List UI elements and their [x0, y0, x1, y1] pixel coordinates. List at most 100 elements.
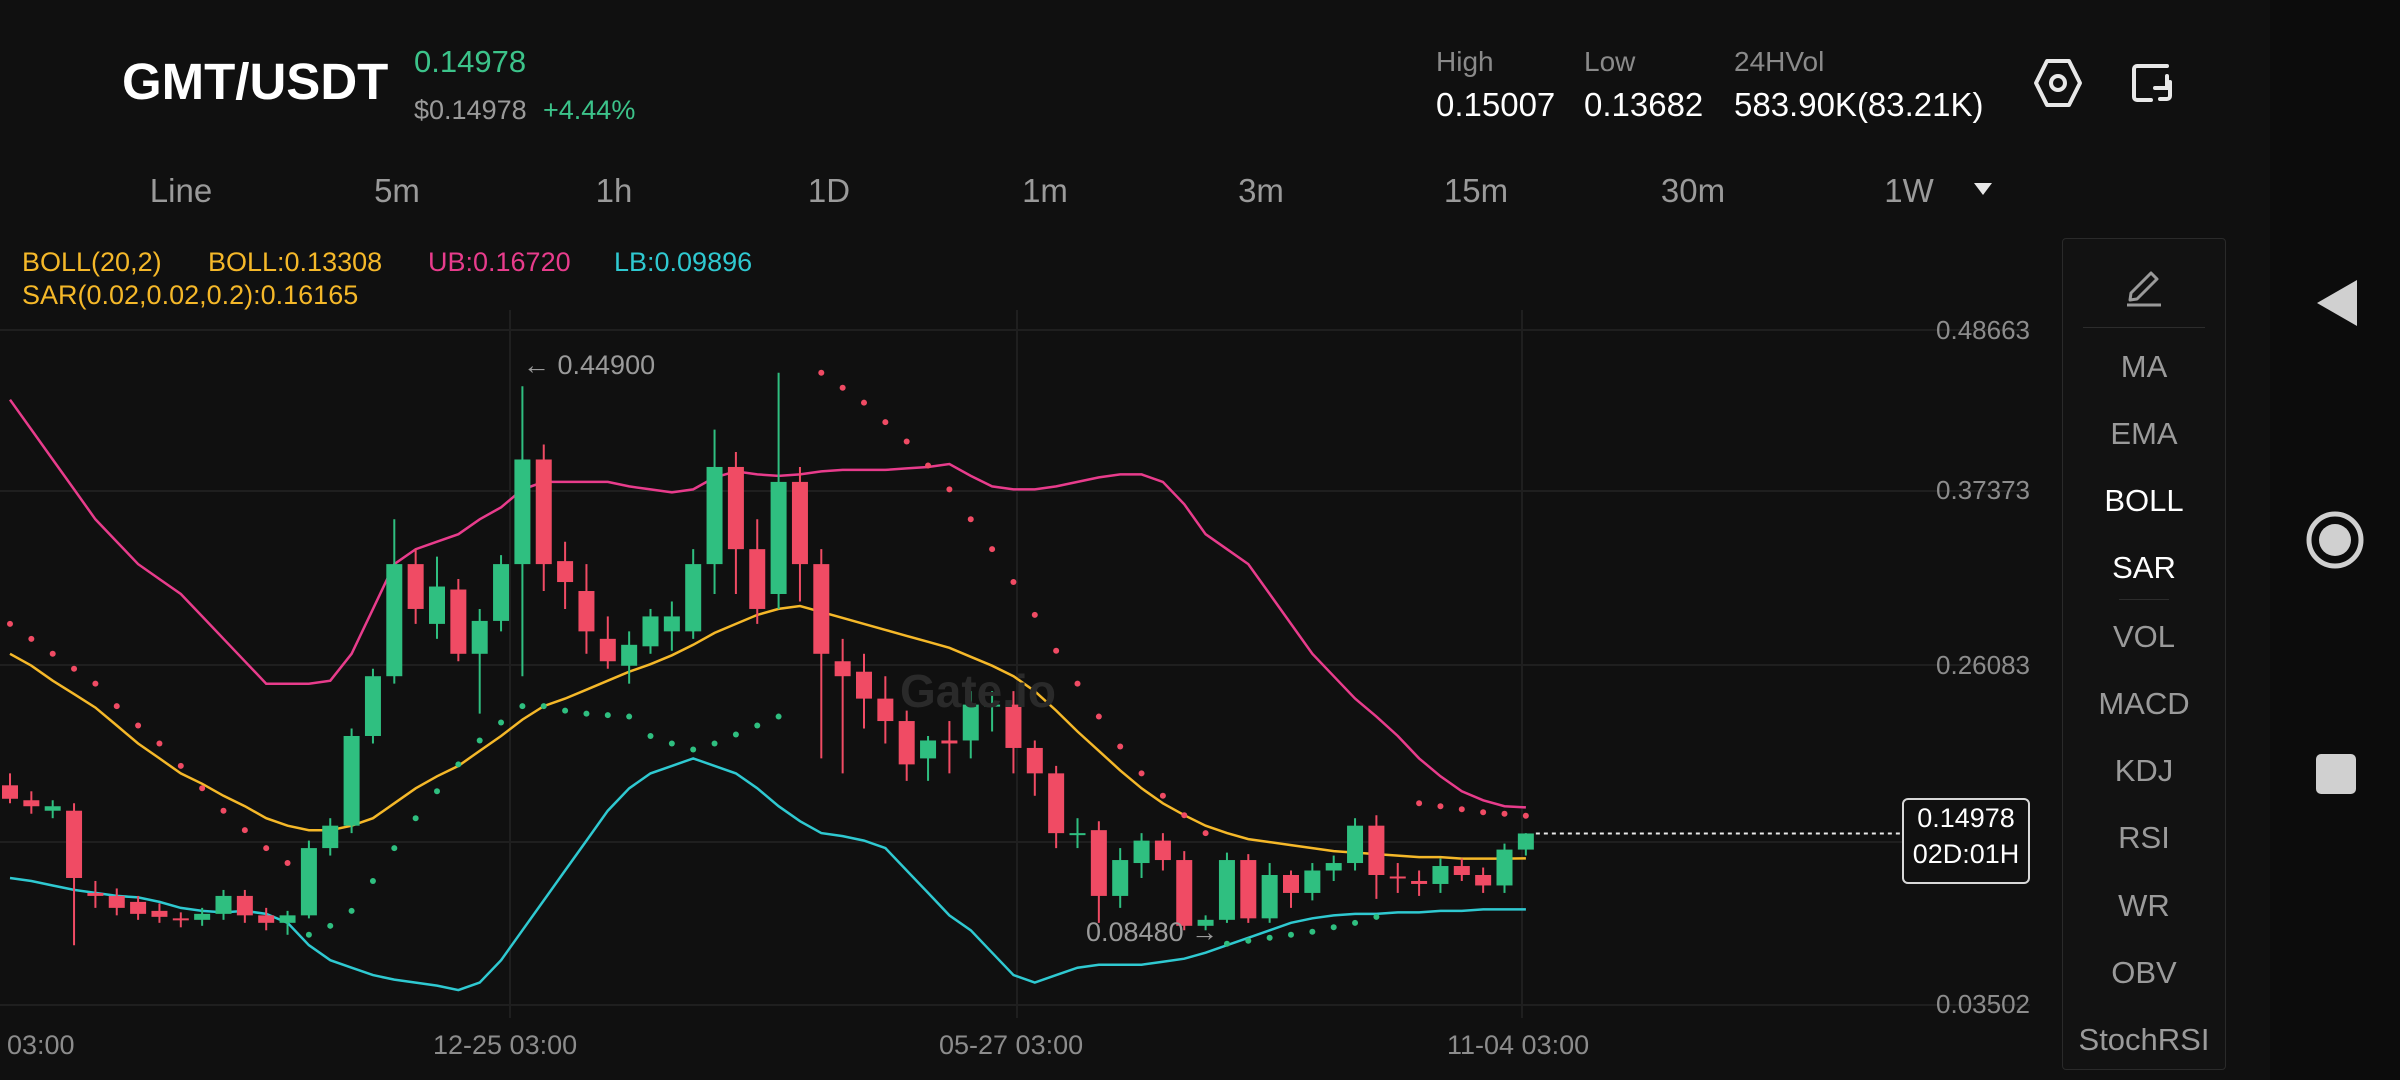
- sar-dot: [1288, 931, 1294, 938]
- sar-dot: [1266, 934, 1273, 941]
- tab-1d[interactable]: 1D: [807, 172, 851, 209]
- pencil-icon[interactable]: [2121, 261, 2167, 312]
- candle-up: [1304, 870, 1321, 893]
- recents-square-icon[interactable]: [2315, 753, 2357, 800]
- sar-dot: [305, 931, 312, 938]
- sar-dot: [1138, 770, 1145, 777]
- low-label: Low: [1584, 46, 1636, 77]
- pair-title[interactable]: GMT/USDT: [122, 53, 389, 110]
- indicator-sar[interactable]: SAR: [2112, 550, 2176, 585]
- sar-dot: [989, 546, 996, 553]
- sar-dot: [1010, 579, 1017, 586]
- sar-dot: [1501, 810, 1508, 817]
- tab-line[interactable]: Line: [149, 172, 213, 209]
- candle-down: [813, 564, 830, 654]
- sar-dot: [369, 877, 376, 884]
- sar-dot: [241, 827, 248, 834]
- y-label: 0.37373: [1936, 475, 2030, 505]
- sar-dot: [1373, 913, 1380, 920]
- candle-up: [984, 704, 1001, 707]
- tab-1h[interactable]: 1h: [595, 172, 633, 209]
- dropdown-caret-icon[interactable]: [1973, 182, 1993, 201]
- indicator-ma[interactable]: MA: [2120, 349, 2168, 384]
- divider: [2119, 599, 2169, 600]
- volume-label: 24HVol: [1734, 46, 1825, 77]
- sar-dot: [1031, 611, 1038, 618]
- price-chart[interactable]: Gate.io: [0, 310, 2030, 1020]
- sar-dot: [1202, 830, 1209, 837]
- candle-up: [279, 915, 296, 923]
- indicator-boll[interactable]: BOLL: [2104, 483, 2184, 518]
- sar-dot: [1437, 803, 1444, 810]
- sar-dot: [540, 703, 547, 710]
- sar-dot: [903, 438, 910, 445]
- indicator-obv[interactable]: OBV: [2111, 955, 2177, 990]
- sar-dot: [1245, 937, 1252, 944]
- x-label: 11-04 03:00: [1447, 1030, 1590, 1060]
- tab-1w[interactable]: 1W: [1884, 172, 1934, 209]
- candle-down: [1090, 830, 1107, 896]
- candle-down: [23, 800, 40, 807]
- sar-dot: [113, 703, 120, 710]
- low-value: 0.13682: [1584, 86, 1704, 123]
- settings-button[interactable]: [2028, 53, 2088, 113]
- sar-dot: [562, 707, 569, 714]
- sar-dot: [327, 922, 334, 929]
- candle-up: [194, 913, 211, 920]
- indicator-rsi[interactable]: RSI: [2118, 820, 2170, 855]
- current-price: 0.14978: [1917, 803, 2015, 833]
- indicator-wr[interactable]: WR: [2118, 888, 2170, 923]
- expand-button[interactable]: [2122, 53, 2182, 113]
- candlestick-chart[interactable]: [0, 310, 2030, 1020]
- indicator-macd[interactable]: MACD: [2098, 686, 2190, 721]
- last-price: 0.14978: [414, 44, 527, 79]
- boll-lower-band: [9, 757, 1526, 992]
- candle-up: [1261, 874, 1278, 919]
- high-value: 0.15007: [1436, 86, 1556, 123]
- sar-dot: [455, 761, 462, 768]
- sar-dot: [519, 703, 526, 710]
- tab-1m[interactable]: 1m: [1022, 172, 1068, 209]
- indicator-vol[interactable]: VOL: [2112, 619, 2176, 654]
- high-label: High: [1436, 46, 1494, 77]
- candle-up: [44, 806, 61, 811]
- candle-up: [1432, 866, 1449, 884]
- indicator-menu: MA EMA BOLL SAR VOL MACD KDJ RSI WR OBV …: [2062, 238, 2226, 1070]
- candle-down: [1453, 866, 1470, 875]
- candle-down: [834, 661, 851, 677]
- sar-dot: [263, 845, 270, 852]
- candle-down: [66, 810, 83, 878]
- sar-dot: [1480, 809, 1487, 816]
- candle-down: [599, 638, 616, 662]
- indicator-ema[interactable]: EMA: [2110, 416, 2178, 451]
- candle-down: [151, 910, 168, 917]
- indicator-stochrsi[interactable]: StochRSI: [2078, 1022, 2210, 1057]
- sar-dot: [177, 762, 184, 769]
- home-circle-icon[interactable]: [2305, 510, 2365, 575]
- tab-15m[interactable]: 15m: [1443, 172, 1509, 209]
- sar-dot: [412, 815, 419, 822]
- tab-30m[interactable]: 30m: [1660, 172, 1726, 209]
- boll-params: BOLL(20,2): [22, 247, 162, 277]
- candle-down: [898, 721, 915, 765]
- sar-dot: [135, 722, 142, 729]
- sar-dot: [1458, 806, 1465, 813]
- boll-middle-band: [9, 604, 1526, 860]
- tab-3m[interactable]: 3m: [1238, 172, 1284, 209]
- y-label: 0.26083: [1936, 650, 2030, 680]
- tab-5m[interactable]: 5m: [374, 172, 420, 209]
- candle-down: [535, 459, 552, 565]
- y-label: 0.03502: [1936, 989, 2030, 1019]
- candle-up: [471, 620, 488, 654]
- sar-dot: [711, 740, 718, 747]
- current-price-tag: 0.14978 02D:01H: [1902, 798, 2030, 884]
- back-triangle-icon[interactable]: [2315, 278, 2359, 333]
- candle-down: [856, 671, 872, 699]
- indicator-kdj[interactable]: KDJ: [2114, 753, 2174, 788]
- candle-down: [877, 698, 894, 722]
- sar-dot: [391, 845, 398, 852]
- boll-value: BOLL:0.13308: [208, 247, 383, 277]
- candle-up: [1517, 833, 1534, 850]
- sar-dot: [604, 712, 611, 719]
- sar-dot: [434, 788, 440, 795]
